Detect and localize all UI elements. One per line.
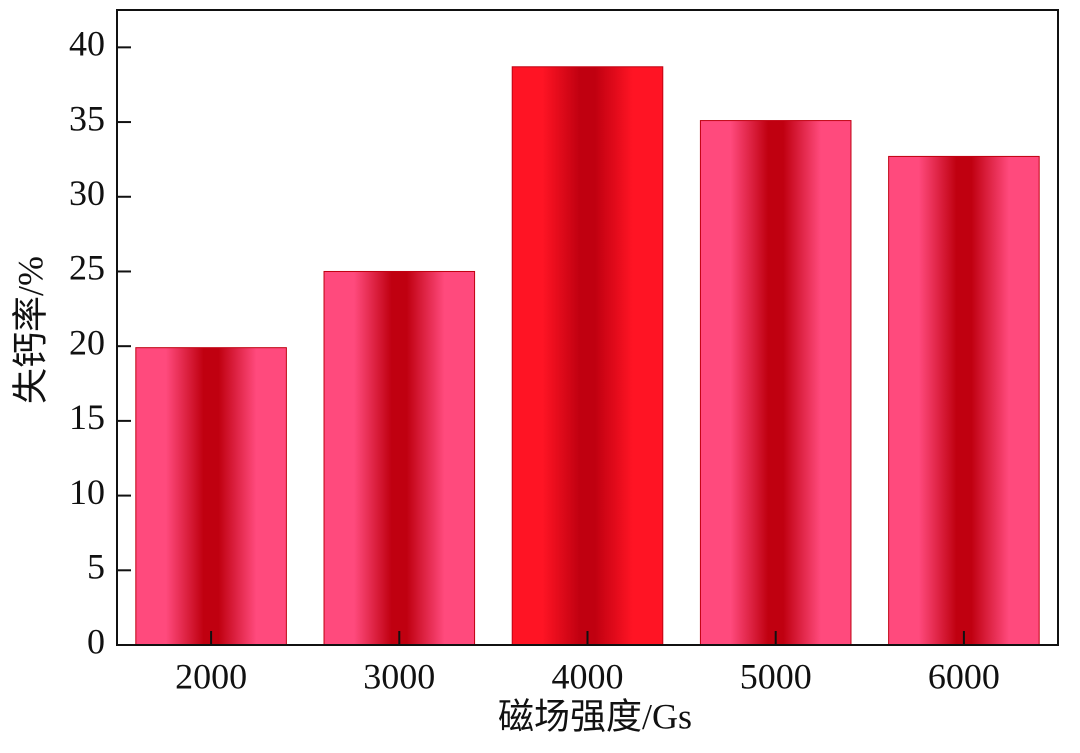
y-tick-label: 10 <box>69 472 105 512</box>
x-tick-label: 2000 <box>175 656 247 696</box>
plot-frame <box>116 9 1059 646</box>
x-tick-label: 5000 <box>740 656 812 696</box>
x-tick-label: 6000 <box>928 656 1000 696</box>
y-tick-label: 0 <box>87 621 105 661</box>
bar <box>323 270 476 646</box>
bar <box>135 347 287 646</box>
x-tick-label: 4000 <box>552 656 624 696</box>
x-axis-label: 磁场强度/Gs <box>498 696 692 736</box>
bar <box>699 120 852 646</box>
y-tick-label: 5 <box>87 547 105 587</box>
bar <box>511 66 664 646</box>
y-tick-label: 30 <box>69 173 105 213</box>
y-tick-label: 35 <box>69 98 105 138</box>
y-tick-label: 15 <box>69 397 105 437</box>
bar <box>888 155 1040 646</box>
y-axis-label: 失钙率/% <box>10 256 50 404</box>
y-tick-label: 25 <box>69 248 105 288</box>
y-tick-label: 40 <box>69 24 105 64</box>
x-tick-label: 3000 <box>363 656 435 696</box>
y-tick-label: 20 <box>69 322 105 362</box>
